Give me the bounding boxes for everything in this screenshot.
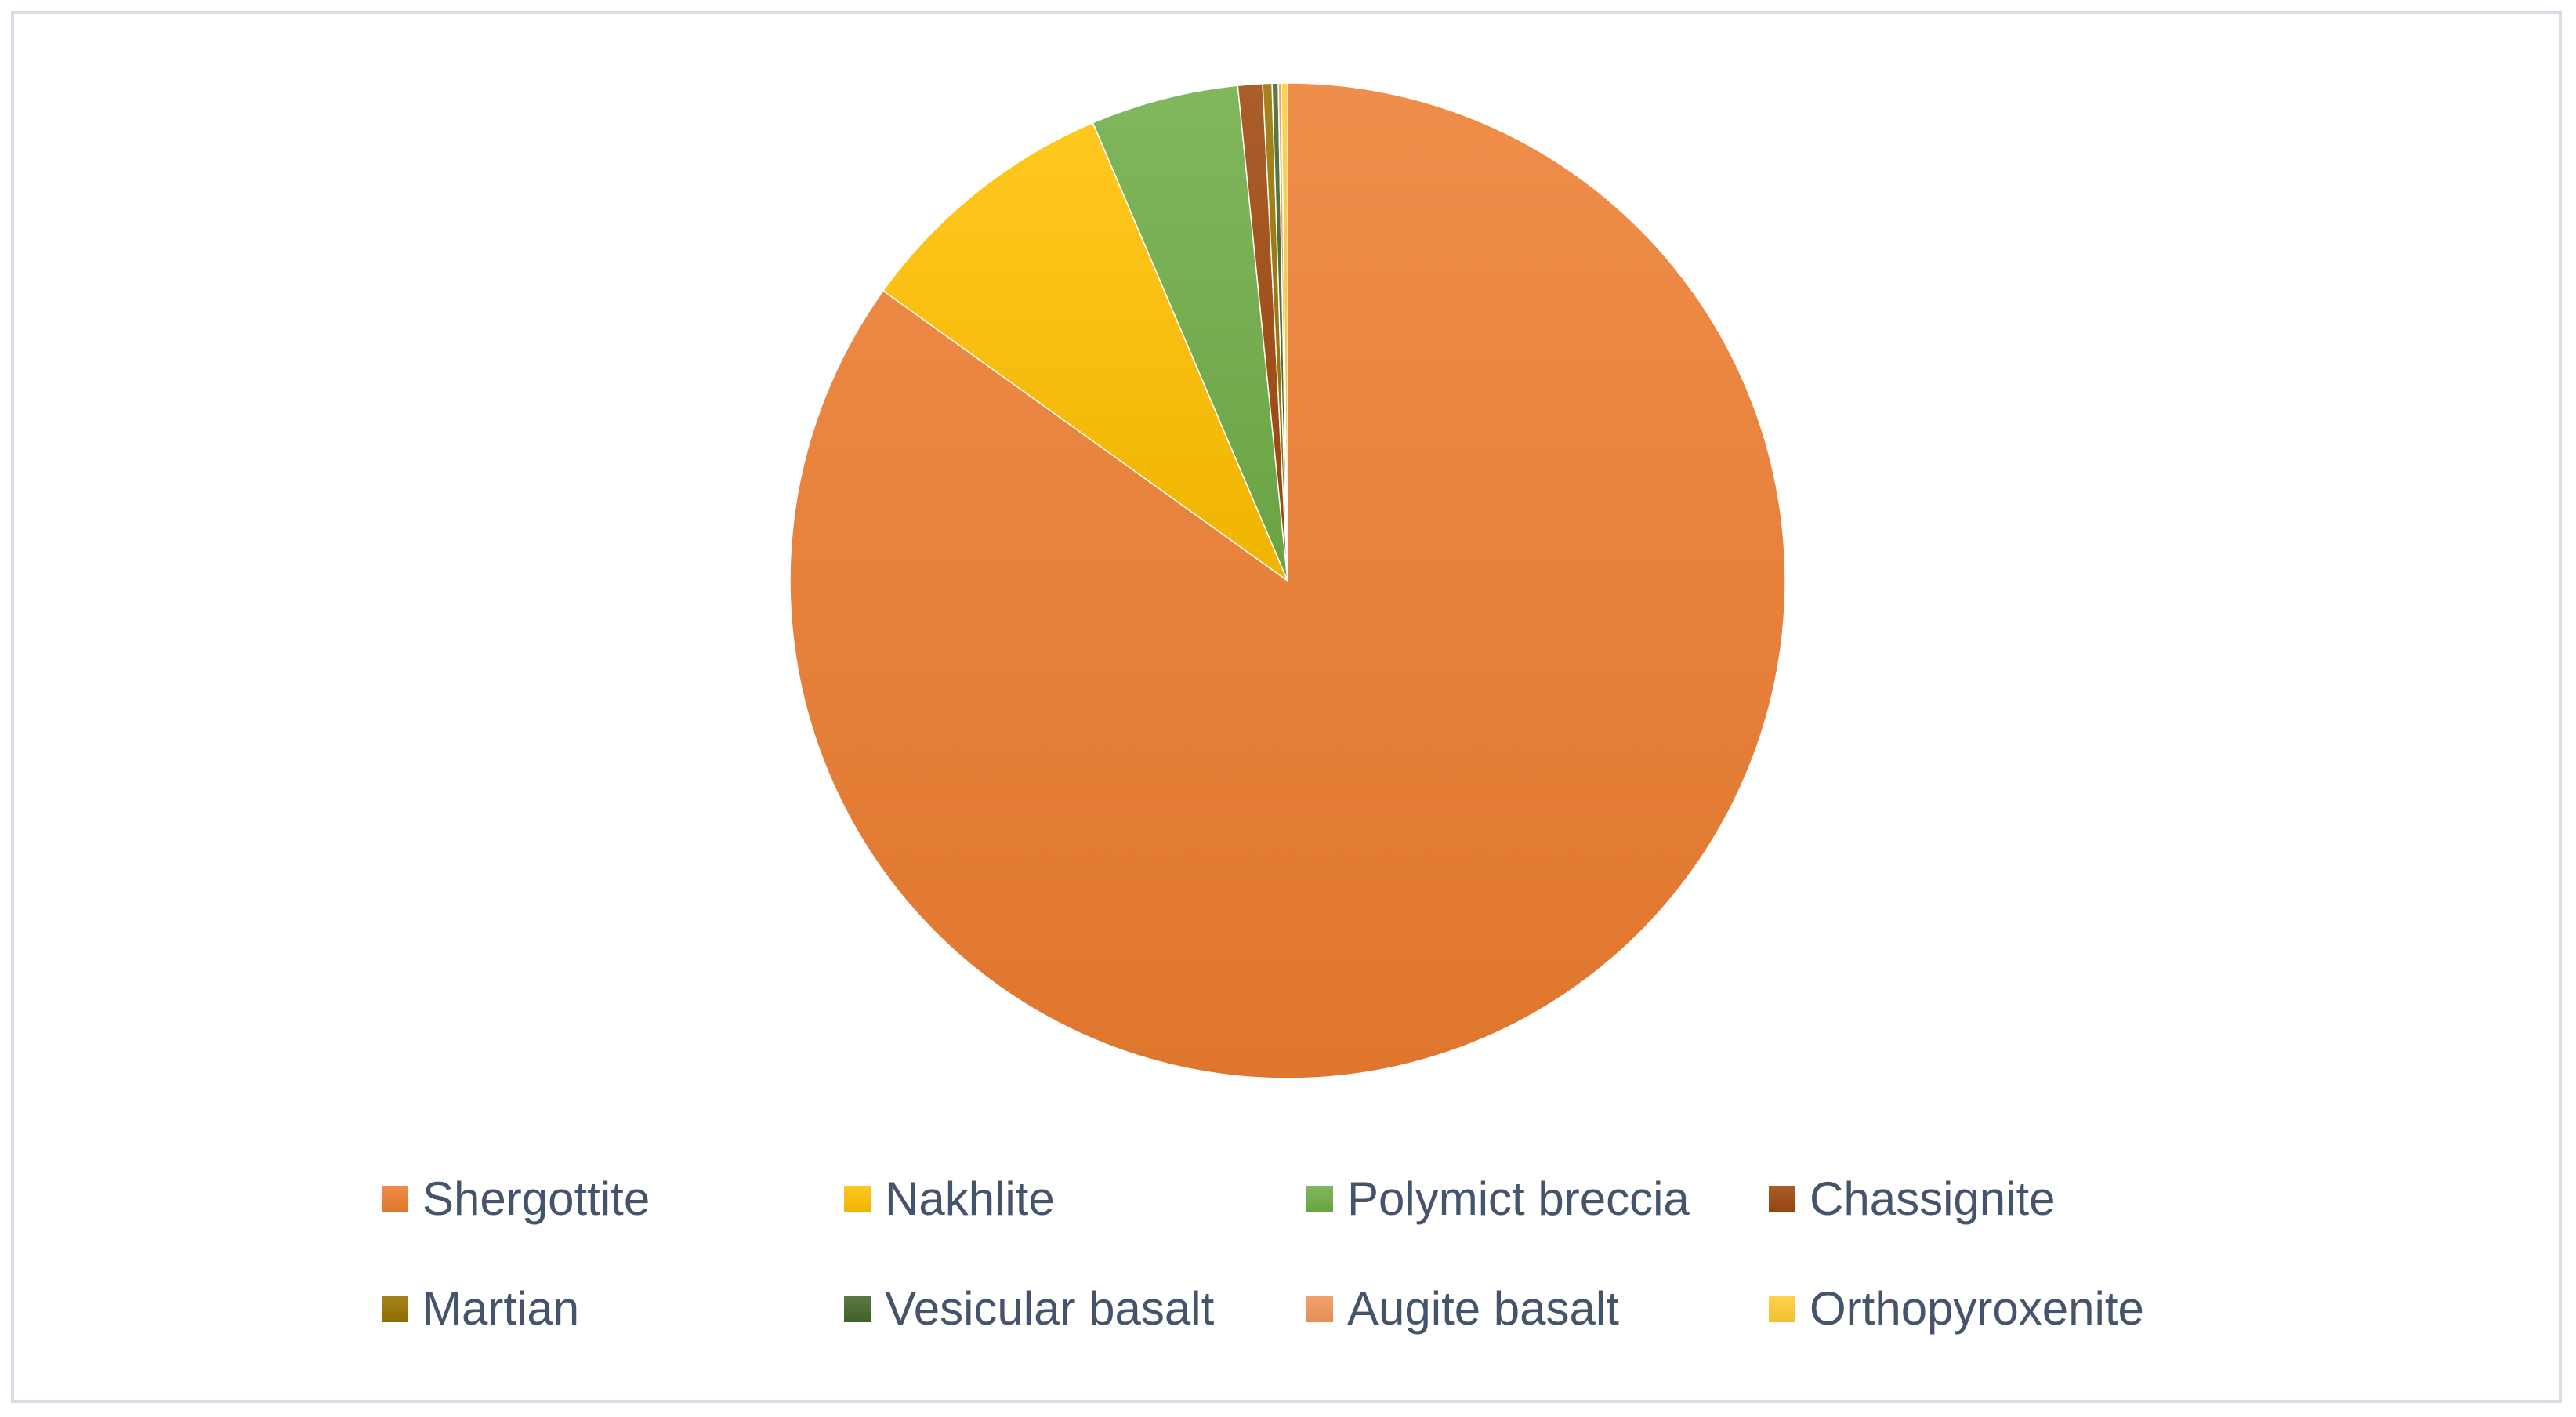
chart-legend: Shergottite Nakhlite Polymict breccia Chass…	[382, 1168, 2263, 1356]
legend-label: Polymict breccia	[1347, 1172, 1690, 1225]
legend-swatch-martian	[382, 1296, 408, 1322]
legend-label: Orthopyroxenite	[1810, 1282, 2144, 1335]
legend-item-martian: Martian	[382, 1277, 579, 1340]
legend-swatch-augite-basalt	[1306, 1296, 1333, 1322]
pie-slices	[789, 82, 1786, 1079]
legend-label: Shergottite	[422, 1172, 650, 1225]
legend-item-nakhlite: Nakhlite	[844, 1168, 1055, 1230]
legend-item-orthopyroxenite: Orthopyroxenite	[1769, 1277, 2144, 1340]
legend-item-shergottite: Shergottite	[382, 1168, 650, 1230]
legend-swatch-vesicular-basalt	[844, 1296, 871, 1322]
legend-swatch-shergottite	[382, 1186, 408, 1212]
legend-item-chassignite: Chassignite	[1769, 1168, 2056, 1230]
pie-slice-orthopyroxenite	[1281, 82, 1288, 582]
legend-item-vesicular-basalt: Vesicular basalt	[844, 1277, 1214, 1340]
legend-swatch-nakhlite	[844, 1186, 871, 1212]
legend-label: Martian	[422, 1282, 580, 1335]
legend-label: Augite basalt	[1347, 1282, 1619, 1335]
legend-label: Nakhlite	[885, 1172, 1055, 1225]
pie-slice-nakhlite	[882, 121, 1288, 582]
legend-swatch-chassignite	[1769, 1186, 1795, 1212]
legend-swatch-polymict-breccia	[1306, 1186, 1333, 1212]
legend-label: Vesicular basalt	[885, 1282, 1215, 1335]
legend-item-augite-basalt: Augite basalt	[1306, 1277, 1619, 1340]
legend-label: Chassignite	[1810, 1172, 2056, 1225]
pie-slice-shergottite	[789, 82, 1786, 1079]
legend-item-polymict-breccia: Polymict breccia	[1306, 1168, 1690, 1230]
pie-slice-polymict-breccia	[1092, 85, 1288, 582]
legend-swatch-orthopyroxenite	[1769, 1296, 1795, 1322]
